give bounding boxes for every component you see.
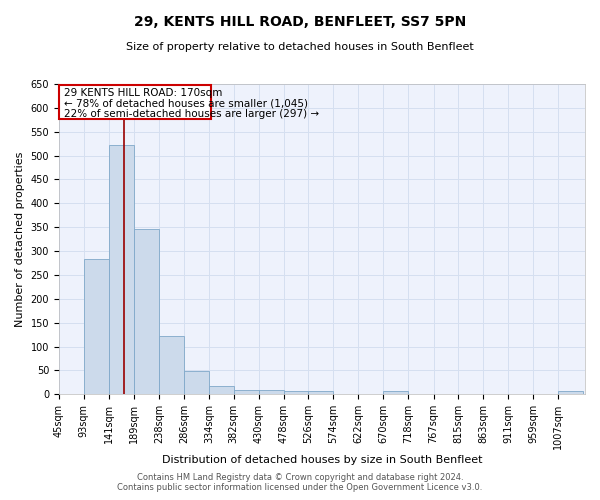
Text: 29 KENTS HILL ROAD: 170sqm: 29 KENTS HILL ROAD: 170sqm: [64, 88, 222, 98]
Bar: [284, 391, 308, 394]
Text: 29, KENTS HILL ROAD, BENFLEET, SS7 5PN: 29, KENTS HILL ROAD, BENFLEET, SS7 5PN: [134, 15, 466, 29]
Bar: [184, 372, 209, 394]
Bar: [159, 336, 184, 394]
Bar: [84, 259, 109, 394]
Text: Size of property relative to detached houses in South Benfleet: Size of property relative to detached ho…: [126, 42, 474, 52]
Bar: [59, 85, 211, 119]
Bar: [109, 145, 134, 394]
X-axis label: Distribution of detached houses by size in South Benfleet: Distribution of detached houses by size …: [162, 455, 482, 465]
Bar: [209, 386, 234, 394]
Bar: [259, 390, 284, 394]
Text: 22% of semi-detached houses are larger (297) →: 22% of semi-detached houses are larger (…: [64, 109, 319, 119]
Bar: [383, 391, 408, 394]
Bar: [308, 391, 334, 394]
Bar: [134, 228, 158, 394]
Text: ← 78% of detached houses are smaller (1,045): ← 78% of detached houses are smaller (1,…: [64, 98, 308, 108]
Bar: [234, 390, 259, 394]
Bar: [558, 391, 583, 394]
Text: Contains HM Land Registry data © Crown copyright and database right 2024.
Contai: Contains HM Land Registry data © Crown c…: [118, 473, 482, 492]
Y-axis label: Number of detached properties: Number of detached properties: [15, 152, 25, 327]
